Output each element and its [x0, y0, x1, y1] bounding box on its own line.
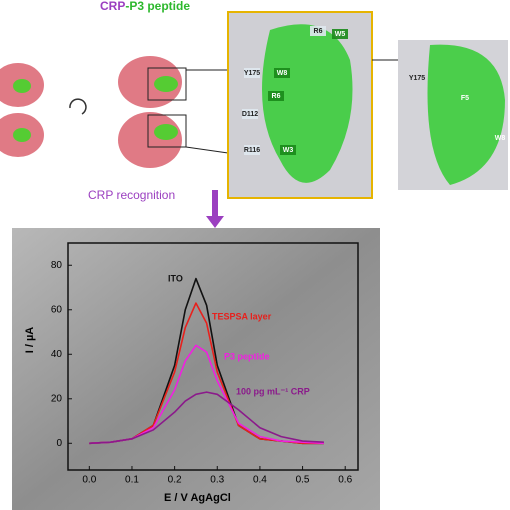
series-label: TESPSA layer: [212, 311, 272, 321]
y-axis-label: I / µA: [24, 327, 36, 354]
x-tick-label: 0.1: [125, 475, 139, 486]
title-part: -P3 peptide: [125, 0, 190, 13]
series-label: P3 peptide: [224, 351, 270, 361]
title-part: CRP: [100, 0, 125, 13]
x-tick-label: 0.0: [82, 475, 96, 486]
x-tick-label: 0.3: [210, 475, 224, 486]
x-tick-label: 0.5: [296, 475, 310, 486]
y-tick-label: 0: [56, 438, 62, 449]
axes-frame: [67, 242, 359, 471]
residue-label: W8: [277, 70, 288, 77]
arrow-head: [206, 216, 224, 228]
label-box: [274, 68, 290, 78]
residue-label: F5: [461, 95, 469, 102]
x-tick-label: 0.6: [338, 475, 352, 486]
result-panel: [398, 40, 508, 190]
x-tick-label: 0.4: [253, 475, 267, 486]
residue-label: Y175: [244, 70, 260, 77]
series-label: ITO: [168, 273, 183, 283]
label-box: [242, 109, 258, 119]
residue-label: W8: [495, 135, 506, 142]
rotate-icon: [69, 98, 87, 115]
label-box: [244, 68, 260, 78]
x-axis-label: E / V AgAgCl: [164, 492, 231, 504]
residue-label: W5: [335, 31, 346, 38]
protein-left: [0, 63, 44, 157]
residue-label: R116: [244, 147, 260, 154]
x-tick-label: 0.2: [168, 475, 182, 486]
series-label: 100 pg mL⁻¹ CRP: [236, 386, 310, 396]
residue-label: W3: [283, 147, 294, 154]
residue-label: R6: [272, 93, 281, 100]
residue-label: D112: [242, 111, 258, 118]
label-box: [268, 91, 284, 101]
label-box: [280, 145, 296, 155]
arrow-label: CRP recognition: [88, 188, 175, 202]
label-box: [332, 29, 348, 39]
y-tick-label: 60: [51, 304, 63, 315]
title: CRP-P3 peptide: [100, 0, 190, 13]
y-tick-label: 20: [51, 393, 63, 404]
label-box: [244, 145, 260, 155]
curve: [89, 391, 324, 445]
residue-label: R6: [314, 28, 323, 35]
zoom-panel: [227, 11, 373, 199]
protein-middle: [118, 56, 229, 168]
y-tick-label: 80: [51, 260, 63, 271]
plot-background: [12, 228, 380, 510]
residue-label: Y175: [409, 75, 425, 82]
y-tick-label: 40: [51, 349, 63, 360]
label-box: [310, 26, 326, 36]
